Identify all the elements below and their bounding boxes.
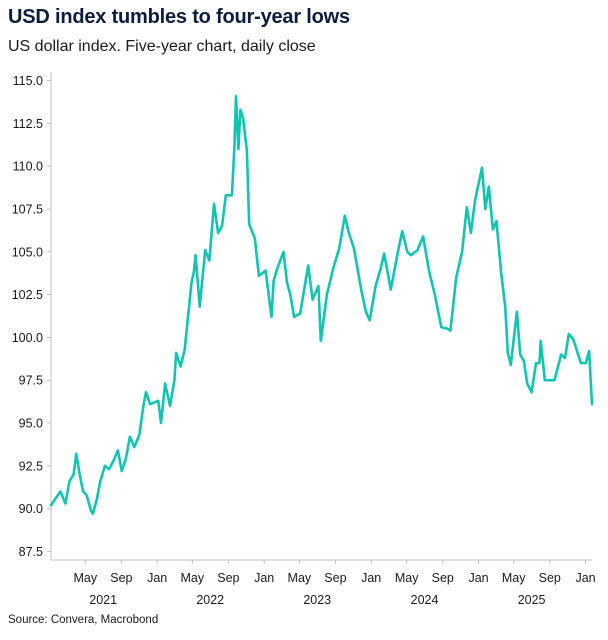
- x-tick-label: May: [288, 571, 312, 585]
- line-chart: 87.5 90.0 92.5 95.0 97.5 100.0 102.5 105.0 107.5…: [12, 72, 596, 606]
- year-label: 2025: [518, 593, 546, 606]
- x-tick-label: Jan: [468, 571, 488, 585]
- y-tick-label: 95.0: [19, 417, 43, 431]
- y-tick-label: 100.0: [12, 331, 43, 345]
- year-label: 2022: [196, 593, 224, 606]
- x-tick-label: May: [73, 571, 97, 585]
- year-label: 2023: [303, 593, 331, 606]
- x-axis-ticks: May Sep Jan May Sep Jan May Sep Jan May Sep Jan May S…: [73, 560, 596, 585]
- y-tick-label: 110.0: [13, 160, 43, 174]
- x-axis-year-labels: 2021 2022 2023 2024 2025: [89, 593, 545, 606]
- x-tick-label: Sep: [110, 571, 132, 585]
- x-tick-label: Jan: [361, 571, 381, 585]
- x-tick-label: Sep: [324, 571, 346, 585]
- x-tick-label: May: [181, 571, 205, 585]
- y-tick-label: 112.5: [13, 117, 43, 131]
- chart-axes: [50, 72, 592, 561]
- x-tick-label: Sep: [539, 571, 561, 585]
- x-tick-label: Sep: [432, 571, 454, 585]
- source-note: Source: Convera, Macrobond: [8, 614, 159, 626]
- y-tick-label: 102.5: [12, 288, 43, 302]
- x-tick-label: Jan: [254, 571, 274, 585]
- x-tick-label: May: [395, 571, 419, 585]
- y-tick-label: 92.5: [19, 459, 43, 473]
- chart-title: USD index tumbles to four-year lows: [8, 6, 350, 28]
- y-tick-label: 107.5: [12, 202, 43, 216]
- y-tick-label: 115.0: [13, 74, 43, 88]
- x-tick-label: May: [502, 571, 526, 585]
- x-tick-label: Sep: [217, 571, 239, 585]
- x-tick-label: Jan: [575, 571, 595, 585]
- y-tick-label: 87.5: [19, 545, 43, 559]
- year-label: 2024: [411, 593, 439, 606]
- series-group: [49, 94, 594, 516]
- chart-subtitle: US dollar index. Five-year chart, daily …: [8, 38, 316, 55]
- y-tick-label: 105.0: [12, 245, 43, 259]
- y-tick-label: 90.0: [19, 502, 43, 516]
- x-tick-label: Jan: [147, 571, 167, 585]
- usd-index-line: [49, 94, 594, 516]
- y-tick-label: 97.5: [19, 374, 43, 388]
- y-axis-ticks: 87.5 90.0 92.5 95.0 97.5 100.0 102.5 105.0 107.5…: [12, 74, 51, 559]
- year-label: 2021: [89, 593, 117, 606]
